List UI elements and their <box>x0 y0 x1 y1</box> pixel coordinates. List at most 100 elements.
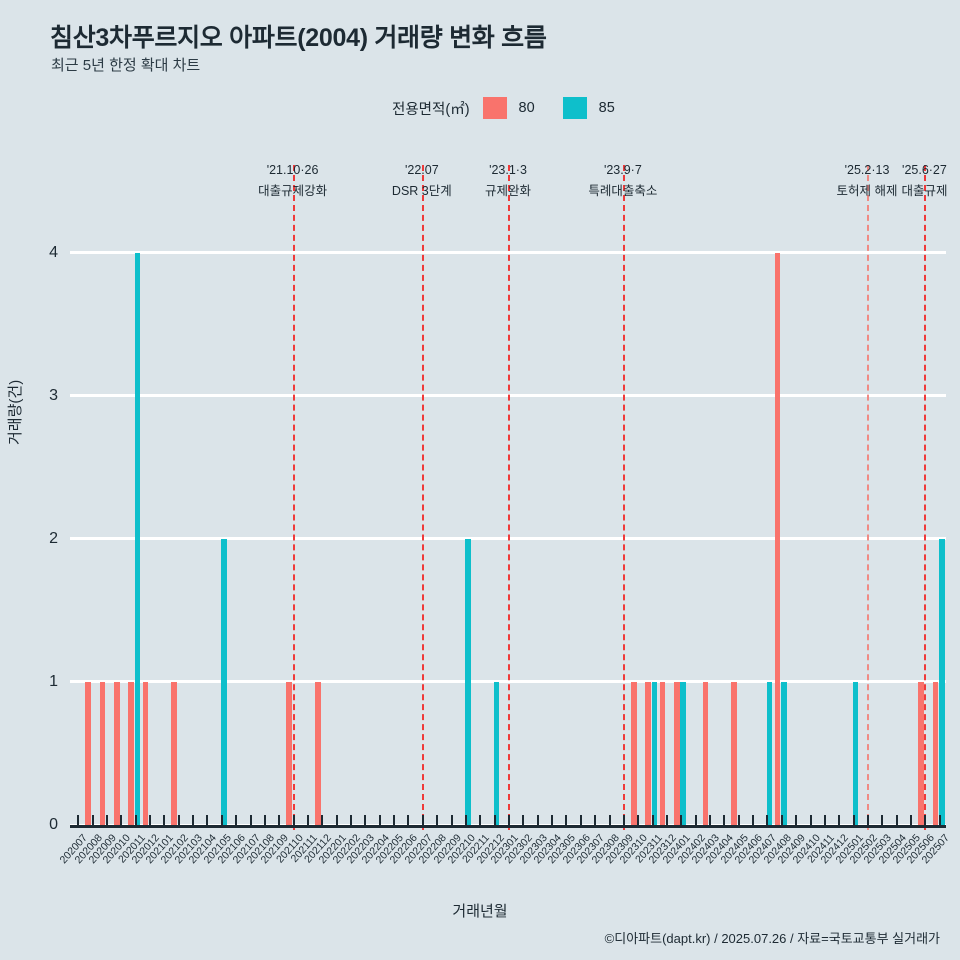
bar-80-202405[interactable] <box>731 681 738 825</box>
bar-80-202008[interactable] <box>85 681 91 825</box>
x-axis-tick <box>206 815 209 825</box>
x-axis-tick <box>479 815 482 825</box>
x-axis-tick <box>192 815 195 825</box>
x-axis-tick <box>680 815 683 825</box>
bar-80-202311[interactable] <box>645 681 652 825</box>
legend-label-80: 80 <box>518 100 535 116</box>
x-axis-tick <box>220 815 223 825</box>
x-axis-tick <box>651 815 654 825</box>
x-axis-tick <box>393 815 396 825</box>
bar-85-202401[interactable] <box>680 681 687 825</box>
legend-label-85: 85 <box>598 100 615 116</box>
page-subtitle: 최근 5년 한정 확대 차트 <box>51 57 201 74</box>
x-axis-tick <box>278 815 281 825</box>
bar-80-202009[interactable] <box>99 681 106 825</box>
event-label-202506: '25.6·27 대출규제 <box>901 160 947 202</box>
bar-85-202011[interactable] <box>134 252 141 825</box>
bar-85-202501[interactable] <box>852 681 859 825</box>
x-axis-tick <box>709 815 712 825</box>
x-axis-tick <box>407 815 410 825</box>
x-axis-tick <box>809 815 812 825</box>
x-axis-tick <box>752 815 755 825</box>
x-axis-tick <box>895 815 898 825</box>
bar-80-202011[interactable] <box>128 681 135 825</box>
x-axis-tick <box>450 815 453 825</box>
x-axis-tick <box>77 815 80 825</box>
bar-80-202112[interactable] <box>314 681 321 825</box>
bar-85-202507[interactable] <box>938 538 945 825</box>
event-date: '25.2·13 <box>844 163 890 177</box>
x-axis-tick <box>493 815 496 825</box>
y-axis-tick-label: 4 <box>49 243 58 261</box>
x-axis-tick <box>551 815 554 825</box>
x-axis-tick <box>335 815 338 825</box>
x-axis-tick <box>163 815 166 825</box>
x-axis-tick <box>292 815 295 825</box>
bar-85-202105[interactable] <box>220 538 227 825</box>
event-label-202207: '22.07 DSR 3단계 <box>392 160 452 202</box>
x-axis-tick <box>881 815 884 825</box>
bar-80-202506[interactable] <box>918 681 924 825</box>
x-axis-tick <box>579 815 582 825</box>
bar-80-202310[interactable] <box>630 681 637 825</box>
event-name: 규제완화 <box>484 184 532 198</box>
legend-swatch-85 <box>562 97 587 119</box>
bar-80-202010[interactable] <box>113 681 120 825</box>
bar-80-202401[interactable] <box>674 681 680 825</box>
bar-80-202312[interactable] <box>659 681 666 825</box>
x-axis-tick <box>522 815 525 825</box>
x-axis-tick <box>867 815 870 825</box>
x-axis-tick <box>780 815 783 825</box>
bar-85-202210[interactable] <box>464 538 471 825</box>
x-axis-tick <box>249 815 252 825</box>
page-title: 침산3차푸르지오 아파트(2004) 거래량 변화 흐름 <box>50 24 547 52</box>
bar-85-202408[interactable] <box>780 681 787 825</box>
x-axis-tick <box>364 815 367 825</box>
x-axis-tick <box>694 815 697 825</box>
bar-80-202110[interactable] <box>286 681 292 825</box>
x-axis-tick <box>263 815 266 825</box>
x-axis-tick <box>665 815 668 825</box>
x-axis-tick <box>766 815 769 825</box>
bar-85-202407[interactable] <box>766 681 773 825</box>
x-axis-tick <box>723 815 726 825</box>
x-axis-tick <box>105 815 108 825</box>
x-axis-tick <box>120 815 123 825</box>
bar-85-202311[interactable] <box>651 681 658 825</box>
x-axis-tick <box>148 815 151 825</box>
bar-80-202408[interactable] <box>774 252 781 825</box>
footer-credit: ©디아파트(dapt.kr) / 2025.07.26 / 자료=국토교통부 실… <box>604 931 940 946</box>
x-axis-tick <box>421 815 424 825</box>
x-axis-tick <box>436 815 439 825</box>
x-axis-tick <box>177 815 180 825</box>
x-axis-tick <box>838 815 841 825</box>
x-axis-label: 거래년월 <box>452 903 508 920</box>
bar-85-202212[interactable] <box>493 681 500 825</box>
bar-80-202102[interactable] <box>171 681 178 825</box>
x-axis-tick <box>508 815 510 825</box>
bar-80-202507[interactable] <box>932 681 939 825</box>
event-line-202207 <box>421 165 424 830</box>
event-line-202502 <box>867 165 870 830</box>
x-axis-tick <box>938 815 941 825</box>
x-axis-tick <box>594 815 597 825</box>
legend-item-80[interactable]: 80 <box>482 97 563 119</box>
x-axis-tick <box>464 815 467 825</box>
bar-80-202403[interactable] <box>702 681 709 825</box>
event-date: '23.1·3 <box>489 163 527 177</box>
event-label-202301: '23.1·3 규제완화 <box>485 160 531 202</box>
x-axis-tick <box>321 815 324 825</box>
x-axis-tick <box>910 815 913 825</box>
event-line-202309 <box>622 165 625 830</box>
x-axis-tick <box>795 815 798 825</box>
event-name: DSR 3단계 <box>391 184 452 198</box>
y-axis-label: 거래량(건) <box>7 379 24 445</box>
legend-item-85[interactable]: 85 <box>562 97 643 119</box>
chart-legend: 전용면적(㎡) 80 85 <box>392 96 643 120</box>
x-axis-tick <box>91 815 94 825</box>
bar-80-202012[interactable] <box>142 681 149 825</box>
x-axis-tick <box>306 815 309 825</box>
event-name: 대출규제강화 <box>258 184 328 198</box>
x-axis-tick <box>565 815 568 825</box>
legend-title: 전용면적(㎡) <box>392 101 470 118</box>
